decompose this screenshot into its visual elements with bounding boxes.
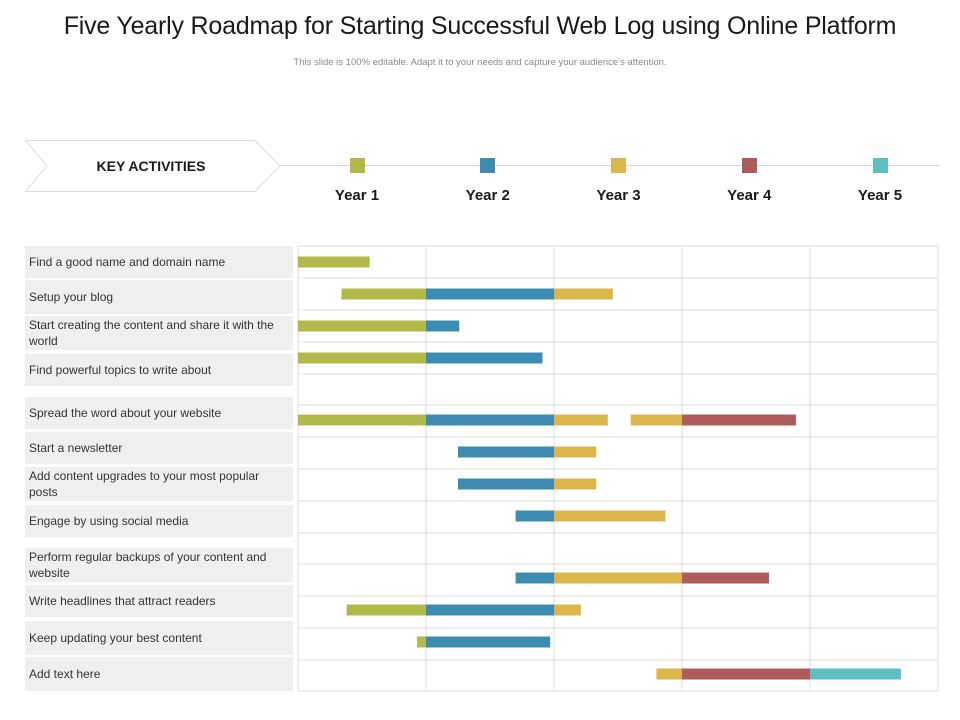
activity-label: Start a newsletter — [29, 441, 123, 455]
activity-row: Engage by using social media — [25, 505, 293, 537]
activity-label: Perform regular backups of your content … — [29, 550, 267, 580]
timeline-line — [280, 165, 940, 166]
gantt-bar — [341, 288, 426, 300]
gantt-bar — [298, 256, 370, 268]
year-3-marker — [611, 158, 626, 173]
gantt-bar — [417, 636, 426, 648]
gantt-bar — [554, 288, 613, 300]
gantt-bar — [426, 320, 460, 332]
activity-row: Keep updating your best content — [25, 621, 293, 655]
gantt-bar — [515, 572, 554, 584]
gantt-bar — [554, 572, 682, 584]
gantt-bar — [298, 414, 426, 426]
gantt-bar — [554, 510, 666, 522]
gantt-bar — [810, 668, 901, 680]
year-2-marker — [480, 158, 496, 173]
gantt-bar — [426, 352, 543, 364]
gantt-bar — [682, 414, 796, 426]
activity-row: Perform regular backups of your content … — [25, 548, 293, 582]
year-3-label: Year 3 — [596, 187, 641, 204]
gantt-bar — [682, 572, 770, 584]
gantt-bar — [298, 352, 426, 364]
activity-label: Spread the word about your website — [29, 406, 222, 420]
gantt-bar — [458, 478, 554, 490]
gantt-bar — [426, 288, 554, 300]
gantt-bar — [298, 320, 426, 332]
activity-label: Find powerful topics to write about — [29, 363, 212, 377]
page-subtitle: This slide is 100% editable. Adapt it to… — [293, 57, 667, 68]
activity-label: Add content upgrades to your most popula… — [29, 469, 260, 499]
gantt-bar — [554, 414, 608, 426]
year-1-marker — [349, 158, 365, 173]
gantt-bar — [682, 668, 810, 680]
gantt-bar — [554, 478, 597, 490]
activity-row: Find powerful topics to write about — [25, 354, 293, 386]
gantt-bar — [426, 636, 551, 648]
activity-label: Setup your blog — [29, 290, 114, 304]
activity-label: Write headlines that attract readers — [29, 594, 216, 608]
activity-row: Start a newsletter — [25, 432, 293, 464]
gantt-bar — [515, 510, 554, 522]
gantt-bar — [554, 604, 581, 616]
year-2-label: Year 2 — [465, 187, 510, 204]
gantt-bar — [656, 668, 682, 680]
activity-row: Spread the word about your website — [25, 397, 293, 429]
year-4-marker — [741, 158, 757, 173]
activity-label: Engage by using social media — [29, 514, 189, 528]
page-title: Five Yearly Roadmap for Starting Success… — [63, 12, 897, 40]
year-1-label: Year 1 — [334, 187, 380, 204]
activity-row: Add content upgrades to your most popula… — [25, 467, 293, 501]
activity-row: Find a good name and domain name — [25, 246, 293, 278]
gantt-bar — [458, 446, 554, 458]
year-4-label: Year 4 — [727, 187, 772, 204]
activity-row: Add text here — [25, 657, 293, 691]
year-5-marker — [872, 158, 888, 173]
gantt-bar — [630, 414, 682, 426]
gantt-bar — [426, 414, 554, 426]
year-5-label: Year 5 — [857, 187, 903, 204]
activity-label: Add text here — [29, 667, 101, 681]
activity-label: Find a good name and domain name — [29, 255, 226, 269]
gantt-bar — [554, 446, 597, 458]
gantt-bar — [426, 604, 554, 616]
gantt-bar — [346, 604, 426, 616]
activity-label: Keep updating your best content — [29, 631, 202, 645]
activity-row: Start creating the content and share it … — [25, 316, 293, 350]
activity-row: Write headlines that attract readers — [25, 585, 293, 617]
activity-label: Start creating the content and share it … — [29, 318, 274, 348]
key-activities-label: KEY ACTIVITIES — [96, 158, 206, 174]
activity-row: Setup your blog — [25, 280, 293, 314]
key-activities-arrow — [25, 140, 281, 192]
